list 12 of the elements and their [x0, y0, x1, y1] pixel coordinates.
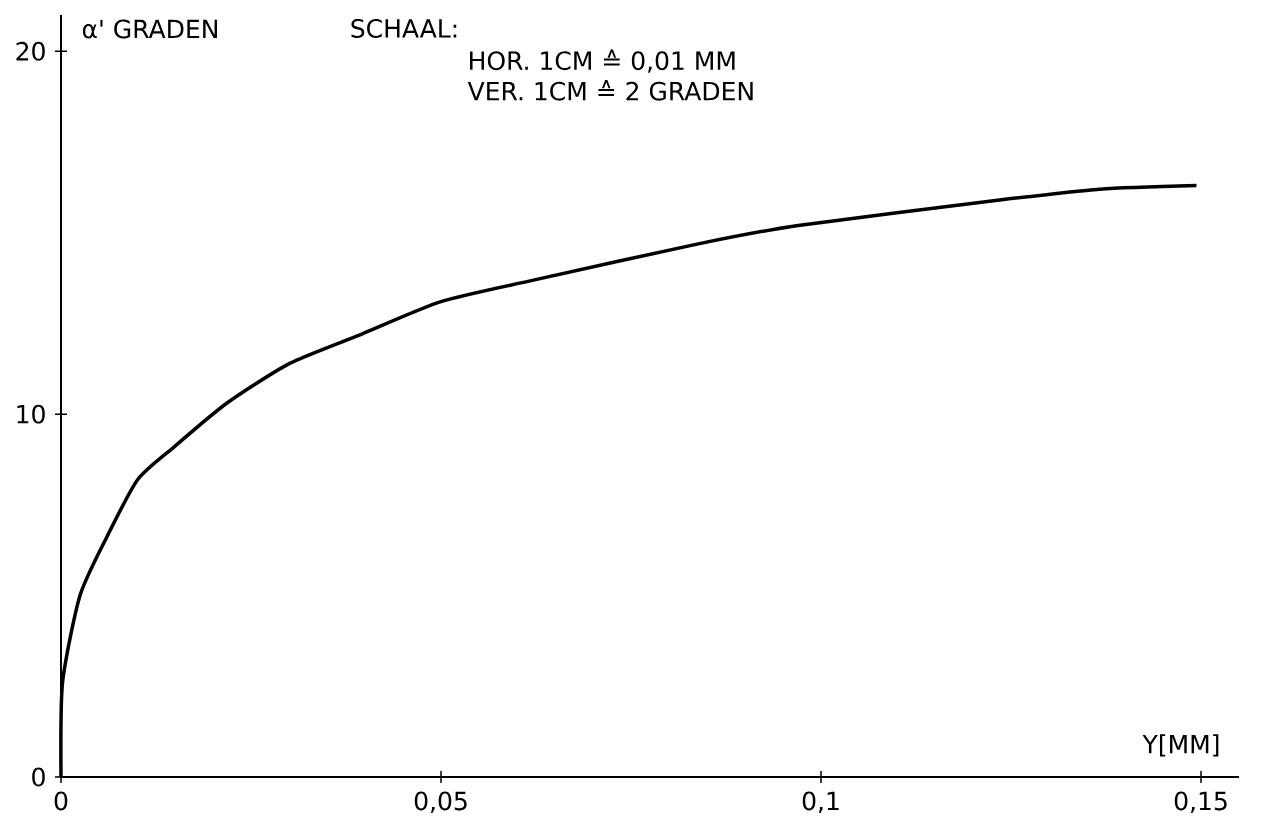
x-tick-label: 0,1	[802, 791, 839, 813]
annotation: SCHAAL:	[351, 19, 457, 38]
y-tick-label: 20	[16, 41, 45, 61]
y-axis-title: α' GRADEN	[82, 19, 217, 39]
y-tick-label: 10	[17, 404, 45, 424]
y-tick-label: 0	[32, 767, 45, 787]
x-tick-label: 0,05	[414, 791, 467, 813]
annotation: HOR. 1CM ≙ 0,01 MM	[470, 49, 735, 73]
annotation: VER. 1CM ≙ 2 GRADEN	[467, 79, 753, 101]
x-tick-label: 0	[54, 791, 68, 811]
x-tick-label: 0,15	[1174, 791, 1227, 813]
x-axis-title: Y[MM]	[1142, 734, 1219, 757]
